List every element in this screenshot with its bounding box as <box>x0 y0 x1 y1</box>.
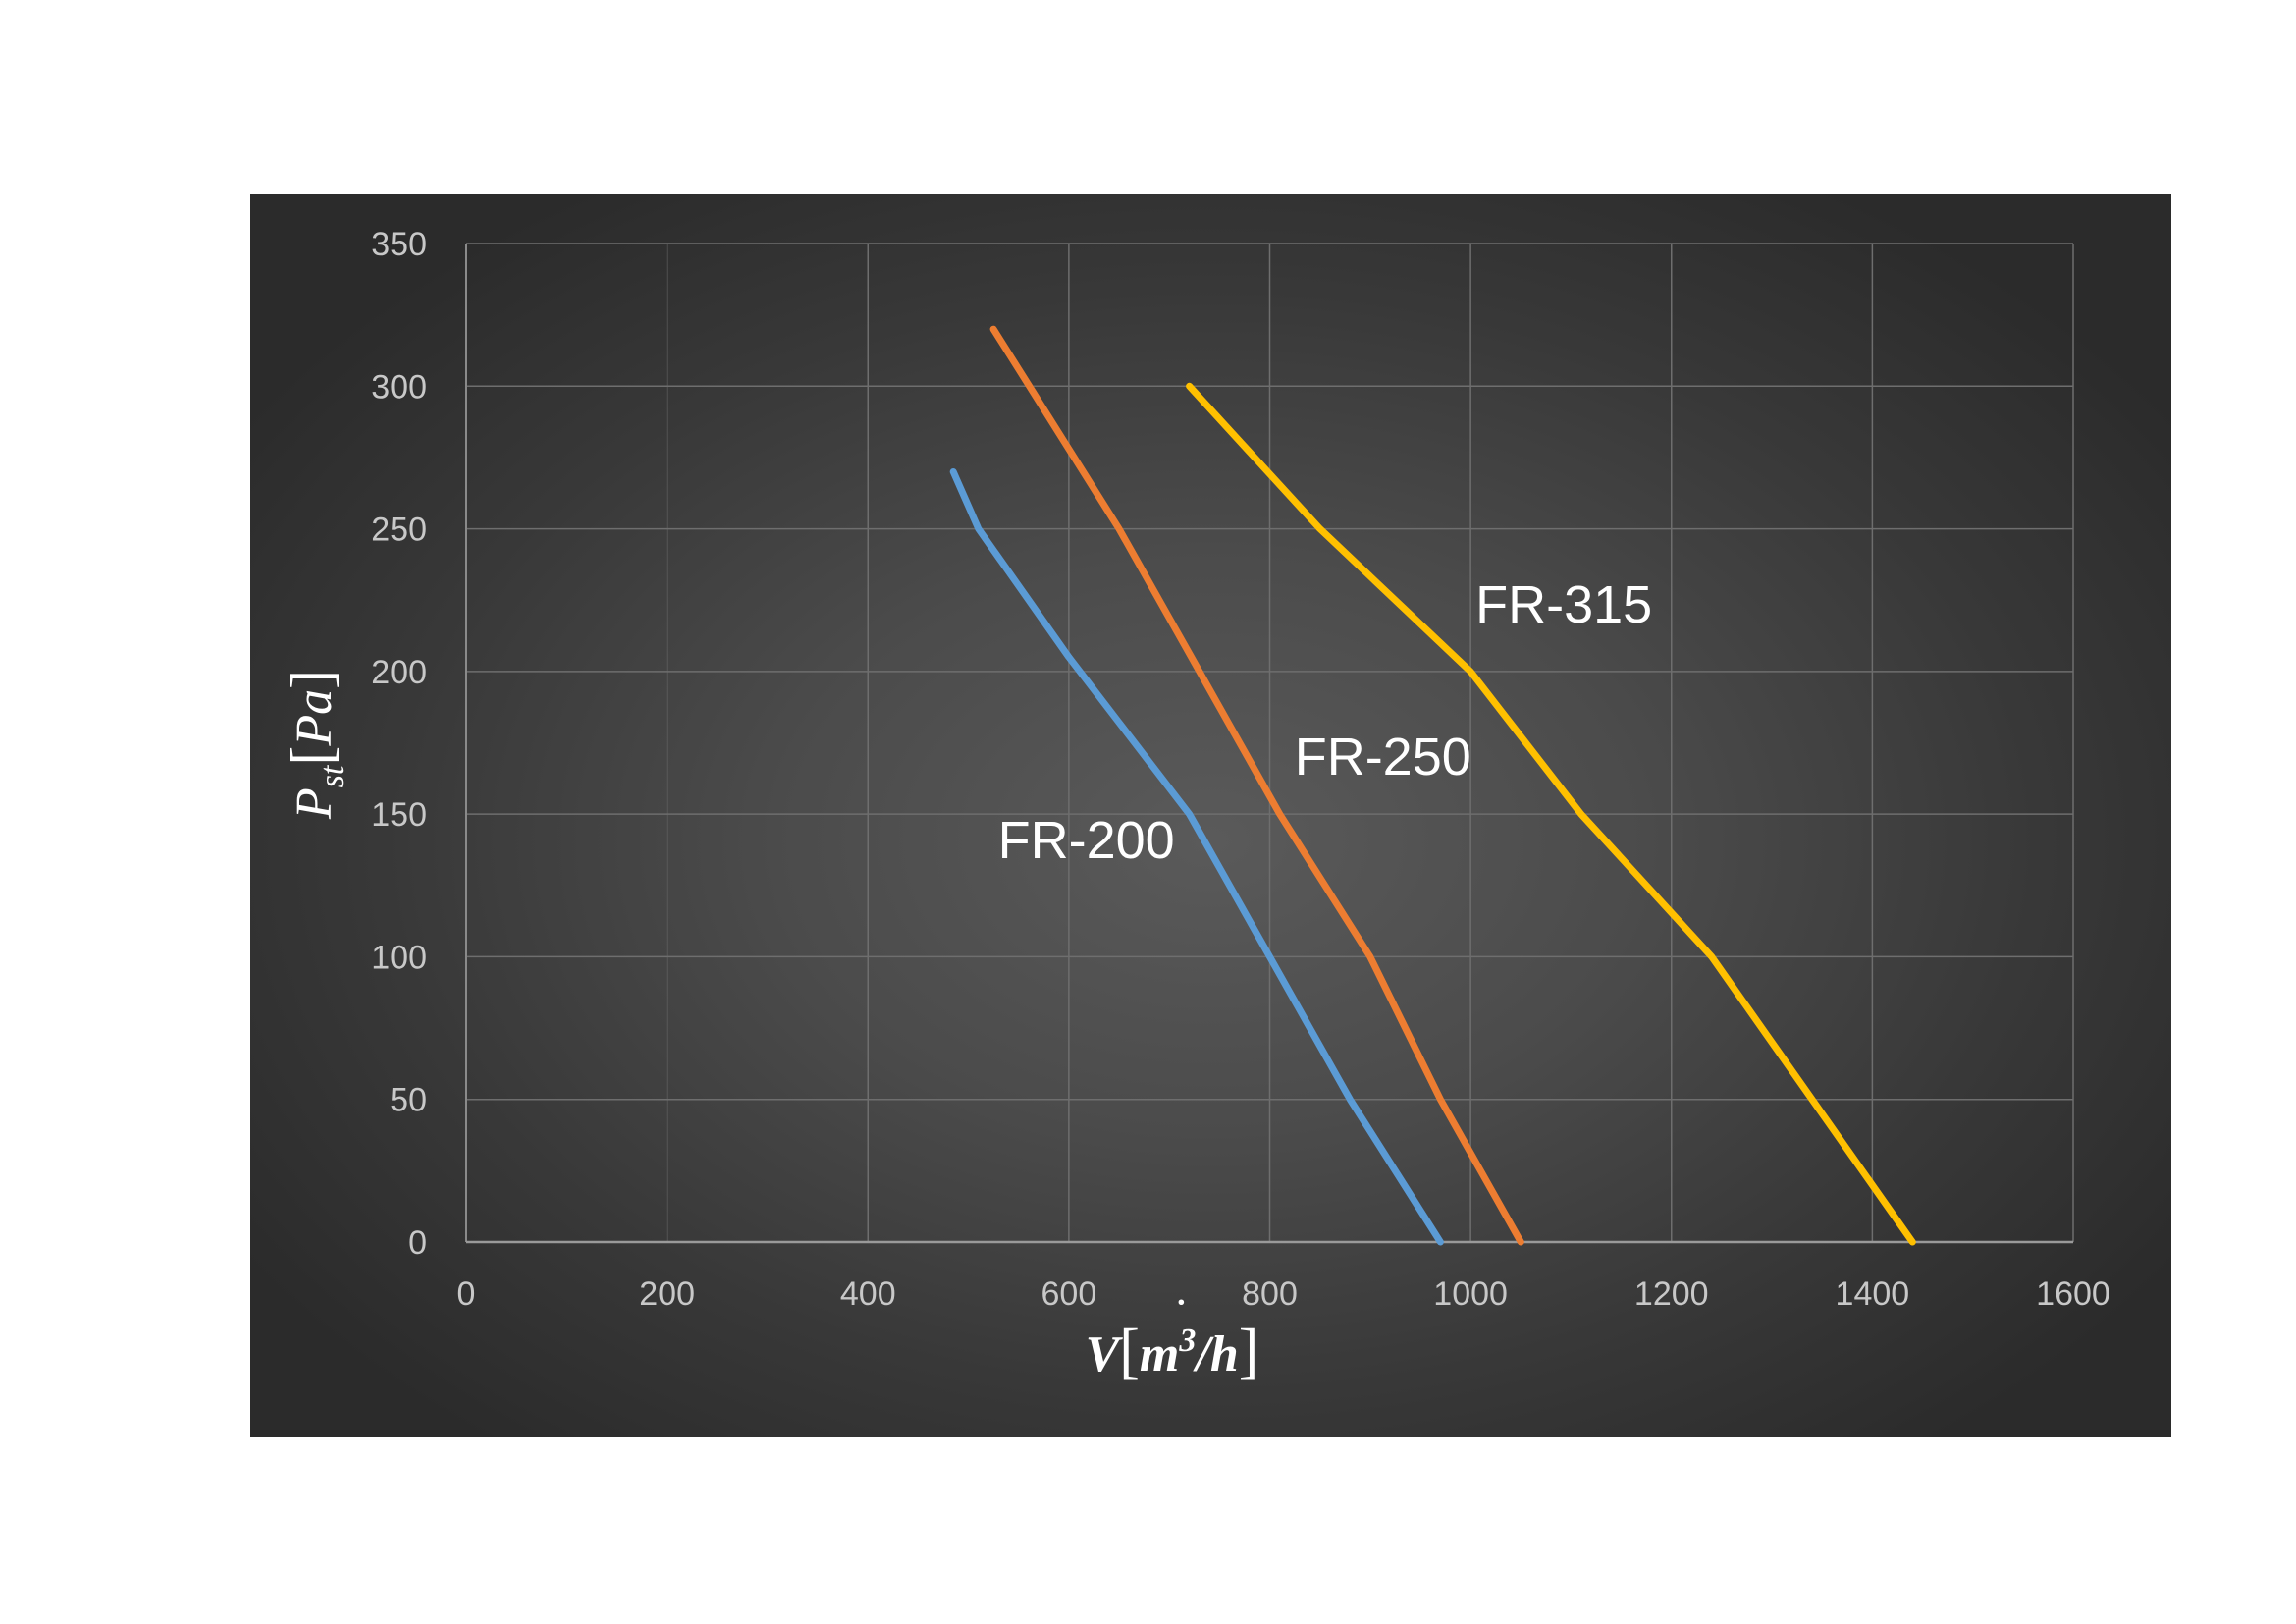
x-tick-label: 800 <box>1242 1275 1298 1313</box>
y-axis-title-unit: [ <box>279 746 344 766</box>
y-tick-label: 150 <box>371 796 427 834</box>
svg-text:Pst[Pa]: Pst[Pa] <box>279 670 350 820</box>
x-axis-title-unit: [ <box>1119 1318 1140 1384</box>
y-axis-title: Pst[Pa] <box>279 670 350 820</box>
x-axis-title-dot: ˙ <box>1169 1289 1186 1345</box>
series-label-fr-200: FR-200 <box>998 811 1175 870</box>
series-labels: FR-200 FR-250 FR-315 <box>998 575 1653 870</box>
x-tick-label: 1400 <box>1836 1275 1910 1313</box>
series-label-fr-250: FR-250 <box>1295 728 1471 786</box>
line-chart: 0 200 400 600 800 1000 1200 1400 1600 0 50 100 150 20… <box>279 226 2110 1384</box>
y-tick-label: 200 <box>371 654 427 691</box>
chart-panel: 0 200 400 600 800 1000 1200 1400 1600 0 50 100 150 20… <box>250 194 2171 1437</box>
y-tick-label: 0 <box>408 1224 427 1262</box>
series-line-fr-315 <box>1186 382 1916 1246</box>
x-tick-label: 200 <box>639 1275 695 1313</box>
series-label-fr-315: FR-315 <box>1475 575 1652 634</box>
x-axis-title-unit-rest: /h <box>1192 1326 1238 1382</box>
series-lines <box>949 325 1916 1246</box>
x-tick-label: 400 <box>840 1275 896 1313</box>
y-tick-label: 100 <box>371 939 427 976</box>
tick-labels: 0 200 400 600 800 1000 1200 1400 1600 0 50 100 150 20… <box>371 226 2110 1313</box>
x-tick-label: 1200 <box>1634 1275 1709 1313</box>
y-axis-title-symbol: P <box>287 787 343 820</box>
x-tick-label: 600 <box>1041 1275 1097 1313</box>
series-line-fr-200 <box>949 468 1444 1246</box>
x-tick-label: 1600 <box>2036 1275 2110 1313</box>
y-axis-title-unit-pa: Pa <box>287 689 343 747</box>
y-axis-title-subscript: st <box>314 764 350 787</box>
y-tick-label: 350 <box>371 226 427 263</box>
series-line-fr-250 <box>989 325 1524 1246</box>
x-axis-title-unit-close: ] <box>1239 1318 1259 1384</box>
x-axis-title-symbol: V <box>1086 1326 1124 1382</box>
y-tick-label: 300 <box>371 368 427 406</box>
x-axis-title-unit-m: m <box>1140 1326 1179 1382</box>
y-axis-title-unit-close: ] <box>279 670 344 689</box>
axes <box>465 244 2073 1244</box>
grid <box>466 243 2074 1242</box>
y-tick-label: 250 <box>371 512 427 549</box>
y-tick-label: 50 <box>390 1082 427 1119</box>
x-tick-label: 1000 <box>1433 1275 1508 1313</box>
x-tick-label: 0 <box>457 1275 476 1313</box>
x-axis-title: V[m3/h] <box>1086 1318 1259 1384</box>
x-axis-title-unit-exp: 3 <box>1178 1323 1196 1359</box>
